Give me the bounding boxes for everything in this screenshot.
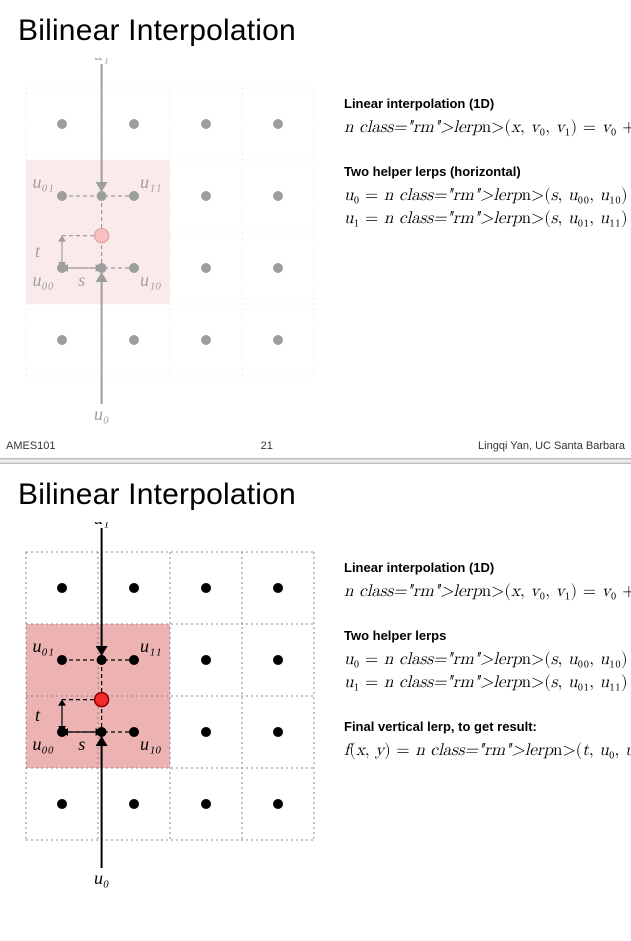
slide-title: Bilinear Interpolation [18, 478, 615, 512]
bilinear-diagram: u₁u₀u₀₁u₁₁u₀₀u₁₀st [12, 58, 328, 426]
equation-label: Linear interpolation (1D) [344, 560, 631, 575]
diagram-wrap: u₁u₀u₀₁u₁₁u₀₀u₁₀st [12, 522, 328, 890]
svg-text:u₁: u₁ [94, 522, 109, 528]
footer-left: AMES101 [6, 440, 56, 452]
equations-column: Linear interpolation (1D) n class="rm">le… [344, 58, 631, 426]
svg-text:u₁₁: u₁₁ [140, 172, 162, 192]
bilinear-diagram: u₁u₀u₀₁u₁₁u₀₀u₁₀st [12, 522, 328, 890]
svg-text:s: s [78, 734, 85, 754]
equation-label: Two helper lerps [344, 628, 631, 643]
svg-text:u₀: u₀ [94, 868, 109, 888]
equations-column: Linear interpolation (1D) n class="rm">le… [344, 522, 631, 890]
footer-center: 21 [261, 440, 273, 452]
slide-title: Bilinear Interpolation [18, 14, 615, 48]
slide-footer: AMES101 21 Lingqi Yan, UC Santa Barbara [0, 436, 631, 458]
equation-label: Final vertical lerp, to get result: [344, 719, 631, 734]
svg-text:u₀₀: u₀₀ [32, 734, 54, 754]
equation: u₁ = n class="rm">lerpn>(s, u₀₁, u₁₁) [344, 208, 631, 229]
diagram-wrap: u₁u₀u₀₁u₁₁u₀₀u₁₀st [12, 58, 328, 426]
svg-text:u₁₀: u₁₀ [140, 734, 162, 754]
svg-text:u₀: u₀ [94, 404, 109, 424]
slide: Bilinear Interpolationu₁u₀u₀₁u₁₁u₀₀u₁₀st… [0, 0, 631, 436]
equation: n class="rm">lerpn>(x, v₀, v₁) = v₀ + x(… [344, 117, 631, 138]
svg-text:s: s [78, 270, 85, 290]
equation: f(x, y) = n class="rm">lerpn>(t, u₀, u₁) [344, 740, 631, 761]
equation: u₀ = n class="rm">lerpn>(s, u₀₀, u₁₀) [344, 649, 631, 670]
footer-right: Lingqi Yan, UC Santa Barbara [478, 440, 625, 452]
equation-label: Linear interpolation (1D) [344, 96, 631, 111]
equation-label: Two helper lerps (horizontal) [344, 164, 631, 179]
svg-text:u₁₀: u₁₀ [140, 270, 162, 290]
equation: n class="rm">lerpn>(x, v₀, v₁) = v₀ + x(… [344, 581, 631, 602]
svg-text:u₀₁: u₀₁ [32, 172, 54, 192]
svg-text:u₀₀: u₀₀ [32, 270, 54, 290]
svg-text:u₀₁: u₀₁ [32, 636, 54, 656]
equation: u₁ = n class="rm">lerpn>(s, u₀₁, u₁₁) [344, 672, 631, 693]
svg-text:u₁₁: u₁₁ [140, 636, 162, 656]
slide: Bilinear Interpolationu₁u₀u₀₁u₁₁u₀₀u₁₀st… [0, 464, 631, 900]
svg-text:u₁: u₁ [94, 58, 109, 64]
equation: u₀ = n class="rm">lerpn>(s, u₀₀, u₁₀) [344, 185, 631, 206]
